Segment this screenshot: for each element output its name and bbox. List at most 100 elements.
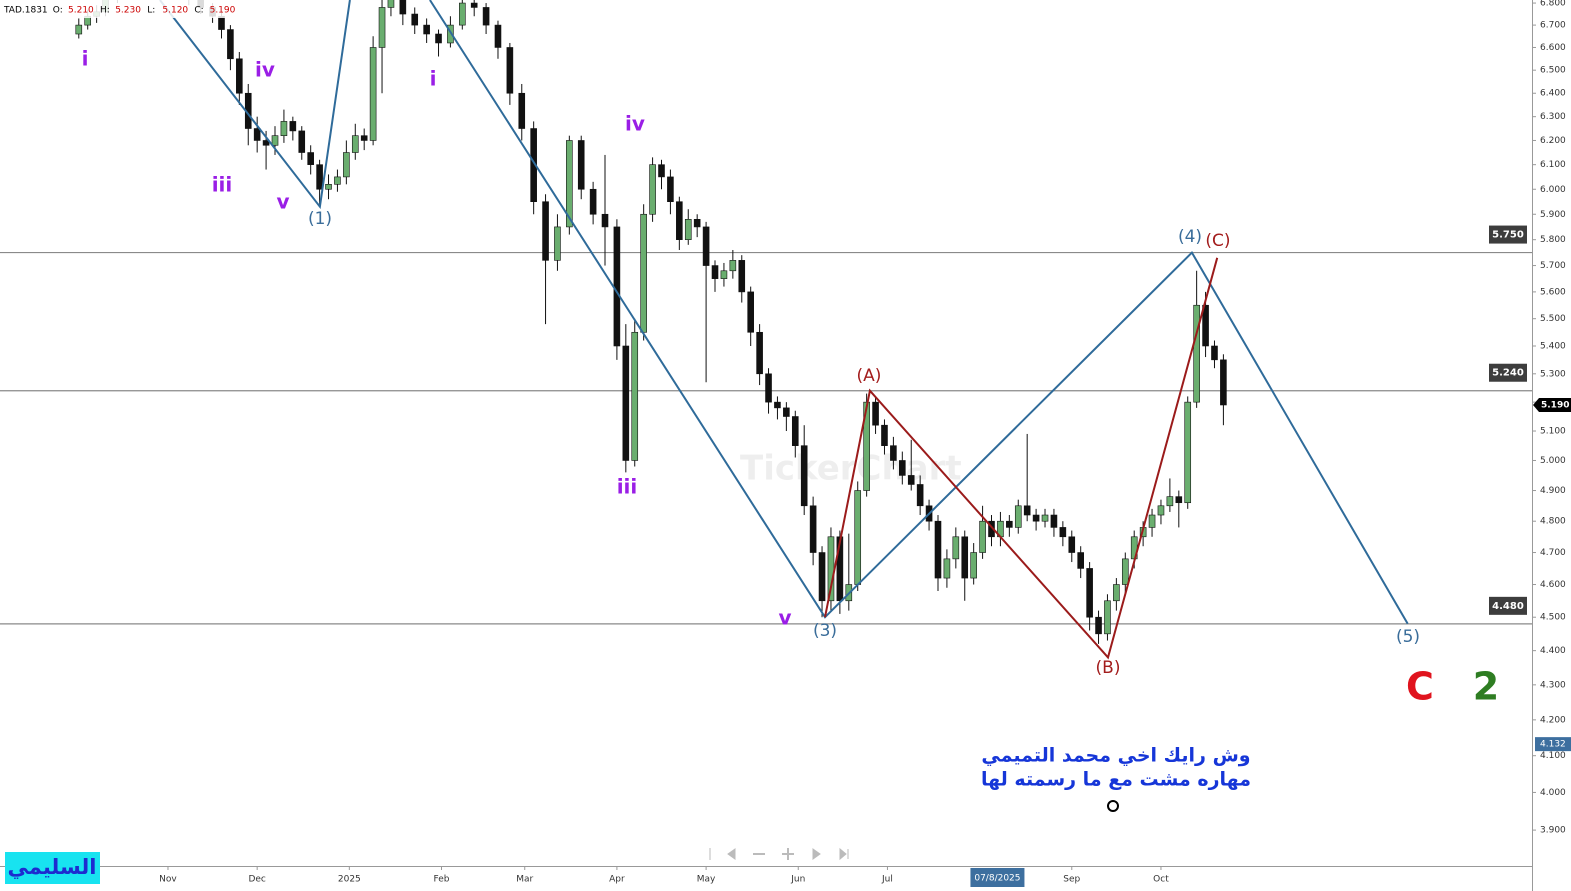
big-label: C — [1406, 665, 1434, 709]
candle-body — [1077, 552, 1084, 569]
candle-body — [542, 201, 549, 261]
candle-body — [1148, 514, 1156, 528]
candle-body — [765, 373, 772, 403]
candle-body — [961, 536, 969, 579]
candle-body — [369, 47, 377, 141]
candle-body — [447, 24, 454, 44]
candle-body — [307, 152, 314, 165]
candle-body — [1220, 359, 1227, 406]
candle-body — [613, 226, 621, 347]
y-tick-label: 5.100 — [1540, 427, 1566, 437]
candle-body — [554, 226, 561, 261]
nav-left[interactable] — [727, 848, 736, 860]
candle-body — [360, 135, 368, 141]
candle-body — [1095, 616, 1102, 635]
wave-label: v — [276, 190, 289, 214]
candle-body — [934, 520, 942, 579]
candle-body — [423, 24, 430, 35]
candle-body — [262, 140, 270, 146]
candle-body — [387, 0, 395, 8]
candle-body — [506, 47, 514, 94]
candle-body — [1211, 345, 1218, 361]
wave-label: i — [430, 67, 437, 91]
level-label-box — [1489, 596, 1527, 615]
candle-body — [649, 164, 656, 215]
y-tick-label: 4.200 — [1540, 715, 1566, 725]
candle-body — [836, 536, 844, 602]
wave-label: (1) — [308, 209, 332, 229]
y-tick-label: 4.400 — [1540, 646, 1566, 656]
candle-body — [236, 58, 243, 94]
candle-body — [1113, 584, 1120, 602]
y-tick-label: 4.700 — [1540, 548, 1566, 558]
candle-body — [1184, 401, 1192, 504]
candle-body — [459, 2, 466, 26]
candle-body — [253, 128, 261, 141]
candle-body — [435, 33, 442, 44]
x-tick-label: Jul — [881, 875, 893, 885]
y-tick-label: 4.900 — [1540, 486, 1566, 496]
header-text: H: — [100, 6, 110, 16]
candle-body — [631, 331, 639, 461]
candle-body — [818, 552, 826, 602]
wave-label: (4) — [1178, 227, 1202, 247]
candle-body — [470, 2, 478, 8]
x-tick-label: 2025 — [338, 875, 361, 885]
candle-body — [952, 536, 960, 560]
candle-body — [854, 490, 862, 585]
header-text: 5.120 — [162, 6, 188, 16]
candle-body — [756, 331, 763, 375]
x-tick-label: Mar — [516, 875, 533, 885]
candle-body — [325, 184, 332, 190]
candle-body — [482, 7, 490, 26]
y-tick-label: 4.800 — [1540, 517, 1566, 527]
y-tick-label: 6.800 — [1540, 0, 1566, 9]
nav-zoom-in[interactable] — [782, 848, 794, 860]
last-price-label: 5.190 — [1541, 400, 1569, 410]
candle-body — [1023, 505, 1031, 516]
candle-body — [881, 424, 888, 446]
wave-label: (3) — [813, 621, 837, 641]
wave-label: iv — [625, 112, 645, 136]
wave-label: (C) — [1205, 231, 1230, 251]
crosshair-date: 07/8/2025 — [974, 874, 1020, 884]
comment: وش رايك اخي محمد التميمي — [981, 745, 1250, 767]
candle-body — [747, 291, 754, 333]
candle-body — [702, 226, 710, 266]
candle-body — [1059, 527, 1067, 538]
nav-right[interactable] — [812, 848, 821, 860]
y-tick-label: 5.900 — [1540, 210, 1566, 220]
header-text: 5.230 — [115, 6, 141, 16]
nav-end[interactable] — [839, 847, 849, 861]
x-tick-label: Dec — [248, 875, 265, 885]
wave-line — [824, 257, 1219, 660]
level-label: 5.240 — [1492, 368, 1524, 379]
y-tick-label: 6.400 — [1540, 89, 1566, 99]
candle-body — [1068, 536, 1076, 553]
overlay: 5.750 5.240 4.480 — [1489, 225, 1527, 615]
axis-marker-box — [1535, 737, 1571, 752]
candle-body — [518, 92, 526, 129]
header-text: TAD.1831 — [3, 6, 48, 16]
wave-line — [159, 0, 1409, 625]
candle-body — [809, 505, 817, 553]
comment: مهاره مشت مع ما رسمته لها — [981, 769, 1251, 791]
y-tick-label: 4.100 — [1540, 751, 1566, 761]
candle-body — [399, 0, 407, 15]
comment-dot — [1107, 800, 1119, 812]
y-tick-label: 6.700 — [1540, 21, 1566, 31]
signature: السليمي — [8, 855, 97, 879]
x-tick-label: Sep — [1063, 875, 1080, 885]
candle-body — [1166, 496, 1174, 507]
level-label-box — [1489, 363, 1527, 382]
y-tick-label: 6.100 — [1540, 160, 1566, 170]
x-tick-label: Nov — [159, 875, 177, 885]
header-text: C: — [194, 6, 203, 16]
y-tick-label: 5.500 — [1540, 314, 1566, 324]
x-tick-label: Oct — [1153, 875, 1169, 885]
candle-body — [640, 213, 647, 333]
candle-body — [411, 13, 419, 26]
wave-label: iii — [617, 475, 638, 499]
